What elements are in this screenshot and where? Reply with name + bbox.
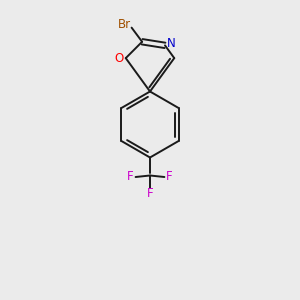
Text: N: N [167,38,176,50]
Text: O: O [115,52,124,64]
Text: F: F [166,170,173,184]
Text: F: F [147,187,153,200]
Text: Br: Br [118,18,131,31]
Text: F: F [127,170,134,184]
